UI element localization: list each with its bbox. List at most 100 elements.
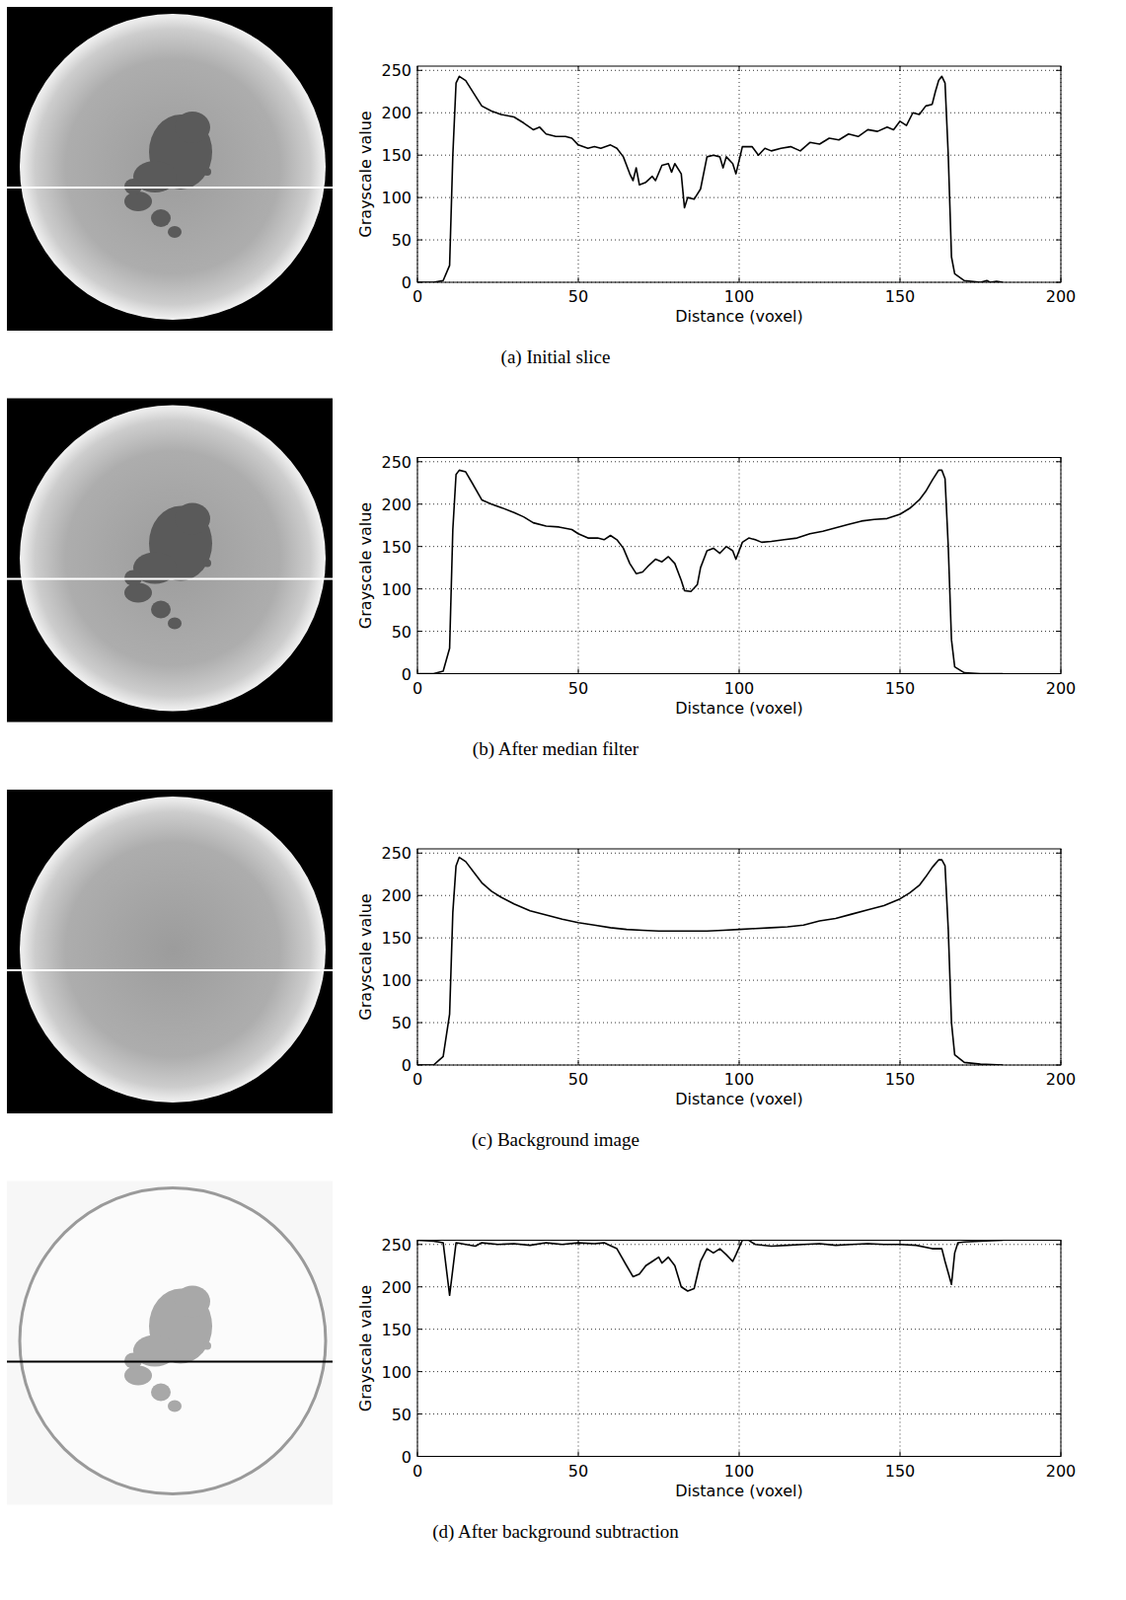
grid-line xyxy=(417,1413,1061,1415)
tick xyxy=(578,277,580,283)
figure: 0 50 100 150 200 0 50 100 150 200 250 Distance (vox… xyxy=(0,0,1126,1600)
tick xyxy=(739,277,741,283)
x-tick-label: 200 xyxy=(1046,287,1077,306)
slice-pore xyxy=(174,111,211,144)
y-tick-label: 50 xyxy=(391,1405,412,1425)
x-axis-title: Distance (voxel) xyxy=(675,698,804,718)
tick xyxy=(417,1328,423,1330)
y-tick-label: 0 xyxy=(401,1055,412,1075)
tick xyxy=(1055,1413,1061,1415)
panel: 050100150200050100150200250Distance (vox… xyxy=(6,398,1076,760)
slice-background xyxy=(6,1181,333,1505)
tick xyxy=(417,1451,419,1457)
tick xyxy=(900,457,901,463)
x-tick-label: 50 xyxy=(568,1461,589,1481)
plot-frame xyxy=(417,1240,1061,1457)
plot-frame xyxy=(417,848,1061,1065)
grid-line xyxy=(578,457,580,675)
tick xyxy=(1055,1243,1061,1245)
tick xyxy=(417,852,423,854)
panel-caption: (a) Initial slice xyxy=(501,346,611,369)
tick xyxy=(1055,588,1061,590)
grid-line xyxy=(417,588,1061,590)
x-tick-label: 50 xyxy=(568,287,589,306)
panel: 050100150200050100150200250Distance (vox… xyxy=(6,6,1076,369)
tick xyxy=(417,937,423,939)
x-tick-label: 150 xyxy=(885,287,916,306)
slice-pore xyxy=(150,209,171,227)
panel-caption: (b) After median filter xyxy=(472,738,640,760)
slice-background xyxy=(6,789,333,1114)
y-tick-label: 200 xyxy=(380,103,412,123)
grid-line xyxy=(578,848,580,1065)
y-tick-label: 150 xyxy=(380,146,412,165)
x-tick-label: 150 xyxy=(885,1069,916,1089)
y-tick-label: 250 xyxy=(380,61,412,80)
tick xyxy=(417,1022,423,1024)
panel: 050100150200050100150200250Distance (vox… xyxy=(6,789,1076,1151)
grid-line xyxy=(739,66,741,283)
tick xyxy=(1055,937,1061,939)
tick xyxy=(1055,1455,1061,1457)
tick xyxy=(1055,197,1061,199)
y-tick-label: 150 xyxy=(380,928,412,948)
y-axis-title: Grayscale value xyxy=(356,502,376,629)
y-tick-label: 100 xyxy=(380,188,412,208)
tick xyxy=(1055,460,1061,462)
x-tick-label: 100 xyxy=(724,678,755,698)
tick xyxy=(417,545,423,547)
tick xyxy=(739,1059,741,1065)
grid-line xyxy=(417,1022,1061,1024)
tick xyxy=(417,1064,423,1066)
y-tick-label: 100 xyxy=(380,1362,412,1382)
y-tick-label: 0 xyxy=(401,1447,412,1467)
slice-pore xyxy=(124,583,152,603)
tick xyxy=(417,70,423,72)
tick xyxy=(417,1285,423,1287)
tick xyxy=(578,848,580,854)
tick xyxy=(417,588,423,590)
slice-pore xyxy=(150,1383,171,1402)
tick xyxy=(900,1451,901,1457)
slice-pore xyxy=(167,225,182,238)
tick xyxy=(578,1240,580,1246)
tick xyxy=(417,277,419,283)
grid-line xyxy=(900,457,901,675)
slice-rim xyxy=(19,1188,326,1495)
panel: 050100150200050100150200250Distance (vox… xyxy=(6,1181,1076,1543)
tick xyxy=(1055,1064,1061,1066)
tick xyxy=(417,154,423,156)
profile-curve xyxy=(417,1240,1003,1296)
y-tick-label: 200 xyxy=(380,495,412,515)
tick xyxy=(417,503,423,505)
panel-caption: (d) After background subtraction xyxy=(432,1520,679,1543)
y-tick-label: 0 xyxy=(401,665,412,684)
tick xyxy=(1055,852,1061,854)
y-tick-label: 100 xyxy=(380,580,412,600)
profile-line xyxy=(6,969,333,972)
tick xyxy=(578,1451,580,1457)
tick xyxy=(1055,630,1061,632)
slice-disc xyxy=(19,405,326,712)
tick xyxy=(1055,1285,1061,1287)
slice-pore xyxy=(167,617,182,630)
y-tick-label: 0 xyxy=(401,273,412,293)
tick xyxy=(1055,895,1061,897)
grid-line xyxy=(739,457,741,675)
x-tick-label: 200 xyxy=(1046,1069,1077,1089)
tick xyxy=(1055,545,1061,547)
slice-pore xyxy=(174,1285,211,1318)
grid-line xyxy=(417,895,1061,897)
y-tick-label: 250 xyxy=(380,452,412,472)
tick xyxy=(739,457,741,463)
tick xyxy=(417,1455,423,1457)
tick xyxy=(900,277,901,283)
tick xyxy=(739,1240,741,1246)
x-tick-label: 50 xyxy=(568,678,589,698)
profile-line xyxy=(6,578,333,581)
y-tick-label: 50 xyxy=(391,230,412,250)
x-tick-label: 0 xyxy=(412,678,423,698)
grid-line xyxy=(417,503,1061,505)
y-tick-label: 200 xyxy=(380,886,412,905)
tick xyxy=(1055,154,1061,156)
